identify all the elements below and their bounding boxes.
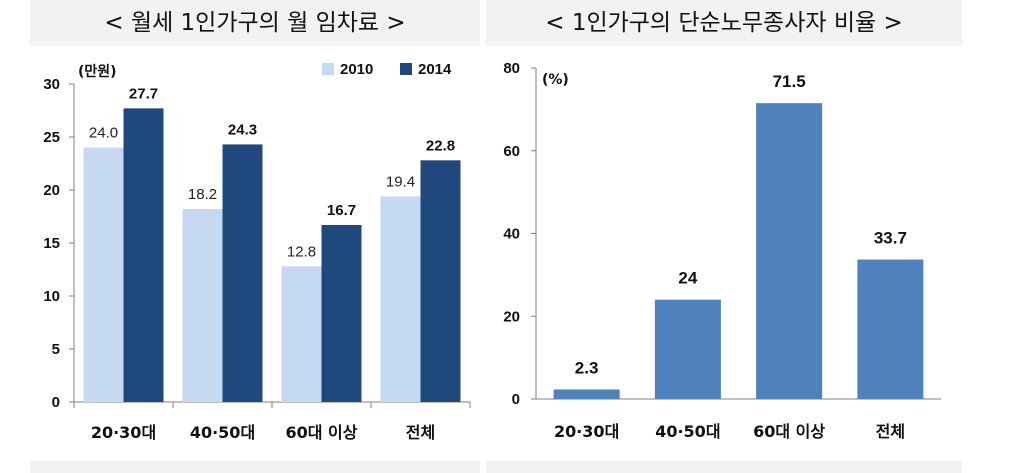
- left-y-tick-label: 5: [52, 341, 60, 358]
- left-y-tick-label: 0: [52, 394, 60, 411]
- left-category-label: 60대 이상: [286, 423, 358, 442]
- right-y-tick-label: 0: [512, 391, 520, 408]
- right-category-label: 전체: [876, 422, 905, 441]
- left-data-label-2010: 12.8: [287, 243, 316, 260]
- right-data-label: 33.7: [874, 229, 907, 248]
- right-chart-plot: 0 20 40 60 80 (%) 20·30대 2.3 40·50대 24 60대 이상 71.5 전…: [486, 46, 962, 461]
- right-data-label: 2.3: [575, 358, 599, 377]
- right-data-label: 24: [678, 269, 697, 288]
- right-unit-label: (%): [542, 72, 569, 88]
- left-data-label-2014: 22.8: [426, 137, 455, 154]
- left-bar-2010: [182, 209, 223, 402]
- left-data-label-2010: 24.0: [89, 125, 118, 142]
- left-data-label-2010: 18.2: [188, 186, 217, 203]
- right-bar: [654, 299, 721, 399]
- left-y-tick-label: 10: [43, 288, 60, 305]
- left-bar-2014: [222, 144, 263, 403]
- left-y-tick-label: 15: [43, 235, 60, 252]
- right-y-tick-label: 60: [503, 143, 520, 160]
- left-chart-svg: 0 5 10 15 20 25 30 (만원) 20·30대 24.0 27.7 40·50대 18.2…: [43, 61, 471, 442]
- left-chart-plot: 0 5 10 15 20 25 30 (만원) 20·30대 24.0 27.7 40·50대 18.2…: [30, 46, 480, 461]
- left-data-label-2014: 24.3: [228, 121, 257, 138]
- left-legend-label-2010: 2010: [340, 61, 373, 78]
- right-bar: [553, 389, 620, 399]
- right-bar: [756, 103, 823, 399]
- right-data-label: 71.5: [773, 72, 806, 91]
- left-y-tick-label: 20: [43, 182, 60, 199]
- left-bar-2014: [321, 224, 362, 402]
- left-bar-2010: [281, 266, 322, 402]
- right-bar: [857, 259, 924, 399]
- right-y-tick-label: 40: [503, 226, 520, 243]
- left-bar-2014: [123, 108, 164, 402]
- left-legend-swatch-2010: [322, 63, 334, 75]
- left-data-label-2014: 27.7: [129, 85, 158, 102]
- left-data-label-2014: 16.7: [327, 202, 356, 219]
- left-legend-label-2014: 2014: [418, 61, 452, 78]
- left-bar-2010: [380, 196, 421, 402]
- left-y-tick-label: 30: [43, 76, 60, 93]
- right-y-tick-label: 20: [503, 308, 520, 325]
- right-category-label: 40·50대: [655, 422, 720, 441]
- right-category-label: 20·30대: [554, 422, 619, 441]
- right-y-tick-label: 80: [503, 60, 520, 77]
- right-category-label: 60대 이상: [753, 422, 825, 441]
- right-chart-svg: 0 20 40 60 80 (%) 20·30대 2.3 40·50대 24 60대 이상 71.5 전…: [503, 60, 941, 441]
- left-chart-title: < 월세 1인가구의 월 임차료 >: [104, 10, 406, 36]
- left-bar-2010: [83, 147, 124, 402]
- left-category-label: 전체: [406, 423, 435, 442]
- left-y-tick-label: 25: [43, 129, 60, 146]
- left-data-label-2010: 19.4: [386, 173, 415, 190]
- left-legend-swatch-2014: [400, 63, 412, 75]
- left-unit-label: (만원): [78, 64, 117, 80]
- left-category-label: 20·30대: [91, 423, 156, 442]
- left-category-label: 40·50대: [190, 423, 255, 442]
- right-chart-title: < 1인가구의 단순노무종사자 비율 >: [545, 10, 903, 36]
- left-bar-2014: [420, 160, 461, 402]
